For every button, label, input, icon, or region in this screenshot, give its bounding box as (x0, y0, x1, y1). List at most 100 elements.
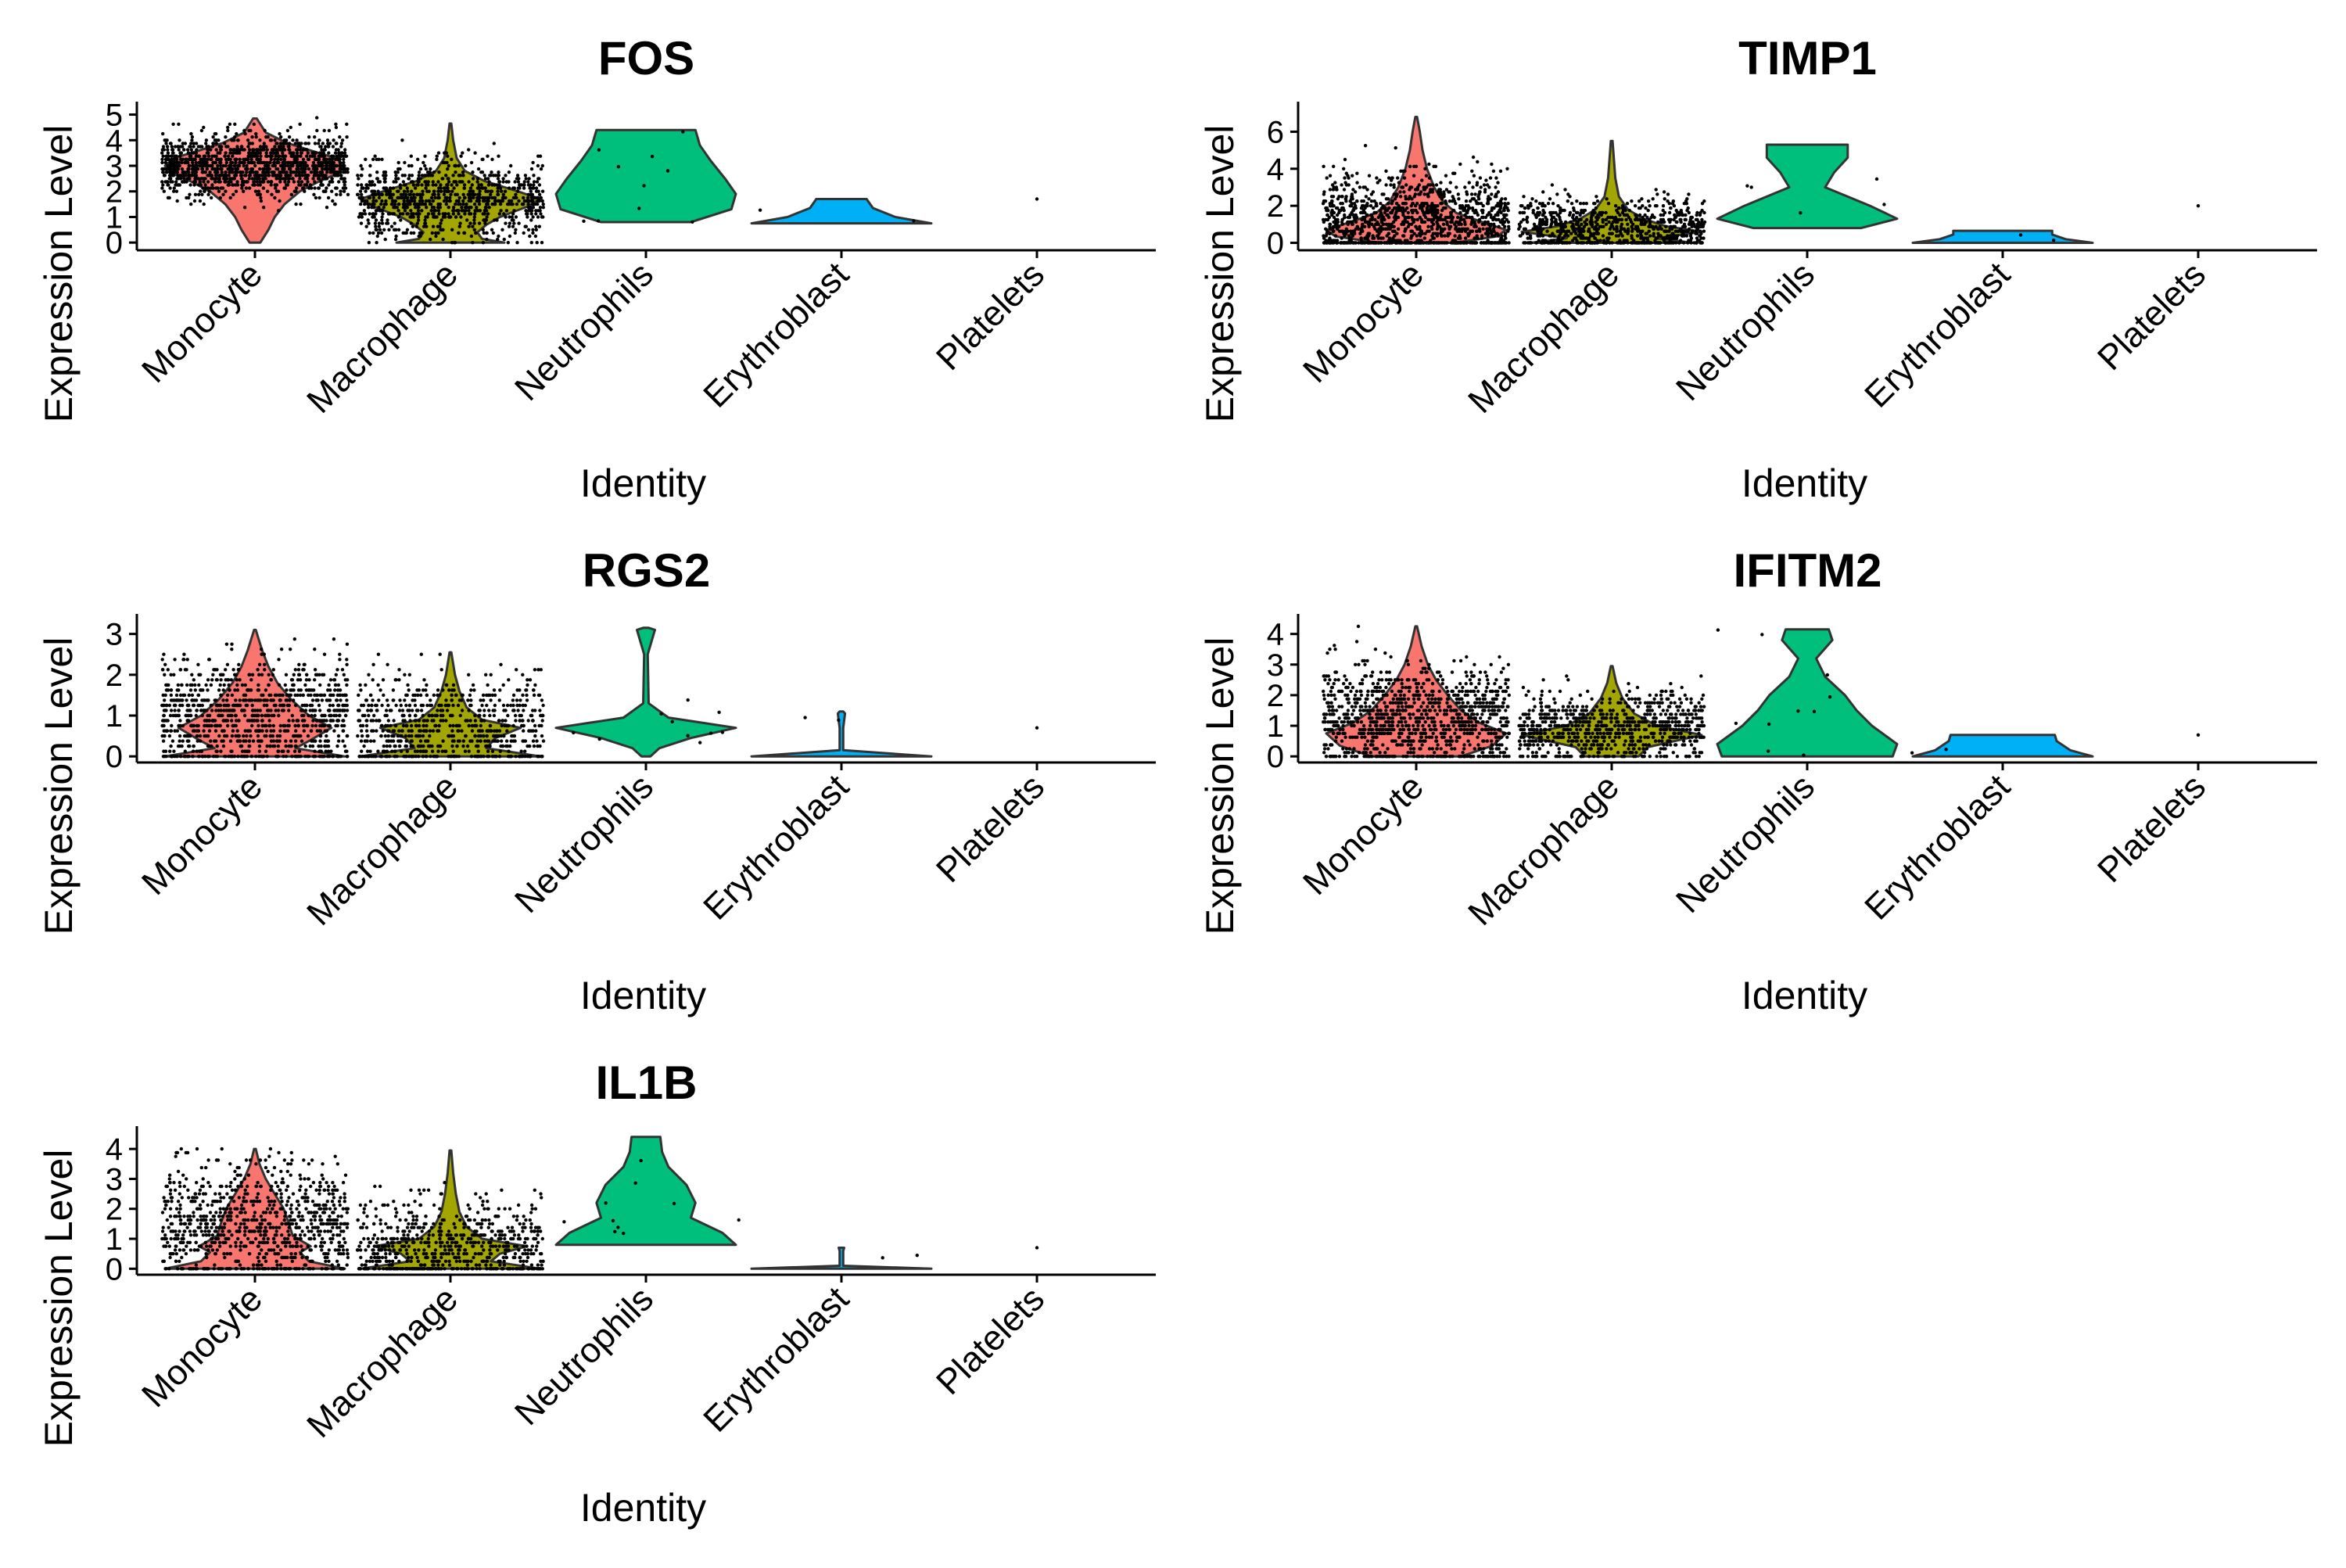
data-point (271, 673, 274, 676)
data-point (1322, 236, 1325, 239)
data-point (400, 138, 404, 142)
data-point (759, 209, 762, 212)
data-point (185, 196, 188, 199)
data-point (455, 183, 458, 186)
data-point (160, 151, 163, 154)
data-point (1663, 197, 1666, 200)
data-point (1473, 236, 1476, 239)
data-point (1322, 199, 1325, 203)
data-point (1390, 225, 1394, 228)
data-point (414, 203, 417, 206)
data-point (454, 180, 457, 183)
data-point (1362, 199, 1365, 203)
data-point (1623, 213, 1626, 217)
data-point (474, 231, 477, 235)
data-point (1361, 211, 1364, 214)
data-point (221, 698, 224, 701)
data-point (188, 183, 192, 186)
data-point (185, 684, 188, 687)
data-point (236, 164, 239, 167)
data-point (1695, 236, 1699, 239)
data-point (344, 186, 347, 189)
data-point (297, 673, 300, 676)
data-point (478, 196, 481, 199)
data-point (175, 694, 178, 697)
data-point (1480, 185, 1483, 188)
data-point (258, 750, 261, 753)
data-point (522, 196, 525, 199)
data-point (286, 161, 289, 164)
data-point (470, 161, 473, 164)
data-point (200, 145, 203, 148)
data-point (257, 177, 260, 180)
data-point (327, 183, 330, 186)
data-point (534, 235, 537, 238)
data-point (1626, 202, 1629, 205)
data-point (357, 177, 360, 180)
data-point (1652, 197, 1655, 200)
data-point (337, 704, 340, 707)
data-point (426, 170, 429, 174)
x-tick-label-neutrophils: Neutrophils (507, 766, 661, 920)
data-point (1434, 209, 1437, 212)
data-point (487, 180, 490, 183)
data-point (210, 158, 213, 161)
data-point (443, 199, 446, 203)
data-point (251, 673, 254, 676)
data-point (1353, 230, 1356, 233)
data-point (286, 750, 289, 753)
data-point (516, 174, 519, 177)
data-point (1341, 202, 1344, 205)
data-point (1582, 202, 1585, 205)
data-point (539, 155, 542, 158)
data-point (299, 678, 302, 681)
data-point (478, 193, 481, 196)
data-point (1476, 160, 1479, 163)
y-tick-label: 6 (1267, 115, 1284, 149)
data-point (292, 719, 295, 722)
x-tick-label-macrophage: Macrophage (1460, 254, 1627, 421)
data-point (397, 228, 400, 231)
data-point (325, 698, 328, 701)
data-point (339, 755, 343, 758)
data-point (1408, 165, 1412, 168)
data-point (1699, 236, 1702, 239)
data-point (1615, 225, 1618, 228)
data-point (1559, 211, 1562, 214)
data-point (1686, 230, 1689, 233)
data-point (300, 180, 303, 183)
data-point (224, 190, 227, 193)
violin-monocyte (165, 630, 345, 756)
data-point (415, 183, 418, 186)
data-point (292, 161, 295, 164)
data-point (172, 750, 175, 753)
data-point (283, 155, 286, 158)
data-point (1449, 181, 1452, 184)
data-point (1379, 225, 1383, 228)
data-point (1664, 225, 1667, 228)
data-point (1365, 195, 1368, 198)
data-point (1436, 234, 1439, 237)
data-point (305, 164, 308, 167)
data-point (239, 745, 242, 748)
data-point (311, 155, 314, 158)
data-point (1571, 223, 1574, 226)
data-point (212, 142, 215, 145)
data-point (418, 174, 421, 177)
data-point (536, 215, 540, 218)
data-point (292, 698, 295, 701)
data-point (204, 142, 207, 145)
data-point (214, 186, 217, 189)
data-point (176, 174, 179, 177)
data-point (265, 745, 268, 748)
data-point (240, 186, 243, 189)
x-axis-title: Identity (1742, 461, 1867, 505)
data-point (1455, 221, 1458, 224)
data-point (508, 170, 511, 174)
data-point (1339, 209, 1342, 212)
data-point (454, 170, 457, 174)
data-point (406, 190, 409, 193)
data-point (176, 170, 179, 174)
data-point (1691, 230, 1694, 233)
data-point (234, 161, 237, 164)
